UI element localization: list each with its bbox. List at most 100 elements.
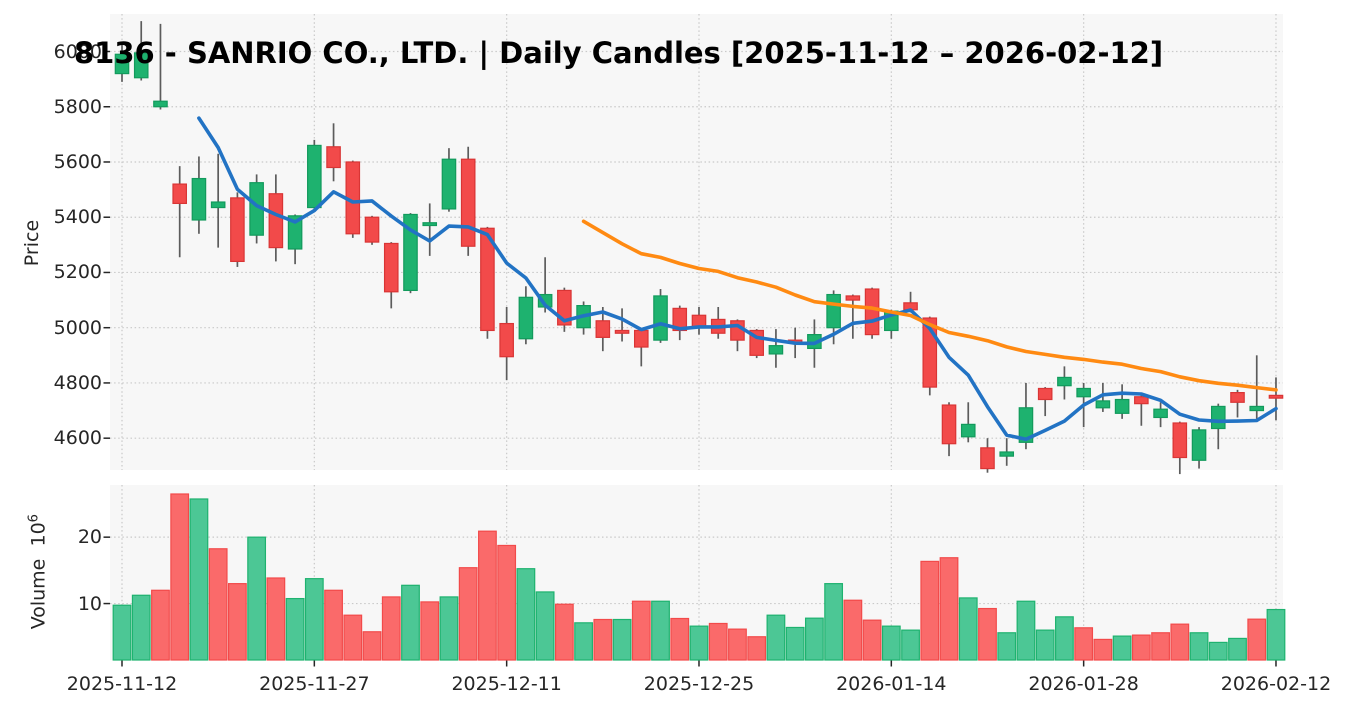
volume-bar xyxy=(535,591,555,661)
candle-body xyxy=(1018,407,1034,443)
candle-body xyxy=(230,197,245,263)
tick-marks xyxy=(103,50,1277,667)
candle-body xyxy=(633,329,649,348)
candle-body xyxy=(999,451,1015,457)
volume-bar xyxy=(766,614,786,661)
candle-body xyxy=(210,201,226,209)
candle-body xyxy=(441,158,457,210)
price-tick-label: 4800 xyxy=(53,371,102,394)
candle-body xyxy=(1057,376,1072,387)
volume-bar xyxy=(516,568,536,661)
candle-body xyxy=(941,404,957,445)
volume-bar xyxy=(343,614,363,661)
candle-body xyxy=(595,320,611,338)
volume-bar xyxy=(958,597,978,661)
volume-bar xyxy=(439,596,459,661)
candle-body xyxy=(614,329,630,334)
volume-bar xyxy=(631,600,651,661)
volume-bar xyxy=(1035,629,1055,661)
volume-axis-unit-exponent: 6 xyxy=(26,514,42,523)
volume-bar xyxy=(554,603,574,661)
volume-bar xyxy=(574,622,593,661)
volume-bar xyxy=(381,596,401,661)
date-tick-label: 2026-01-28 xyxy=(1028,673,1139,695)
volume-bars xyxy=(112,493,1286,661)
volume-bar xyxy=(670,617,690,661)
volume-bar xyxy=(824,583,844,661)
candle-body xyxy=(1210,405,1226,430)
volume-bar xyxy=(920,560,940,661)
volume-bar xyxy=(131,594,151,661)
candle-body xyxy=(518,296,534,340)
candle-body xyxy=(1268,394,1284,399)
volume-tick-label: 20 xyxy=(77,526,102,549)
candle-body xyxy=(307,144,322,209)
candle-body xyxy=(480,227,495,332)
volume-bar xyxy=(401,584,420,661)
volume-bar xyxy=(997,632,1017,661)
candle-body xyxy=(1153,408,1168,419)
date-tick-label: 2026-01-14 xyxy=(836,673,947,695)
volume-bar xyxy=(1112,635,1132,661)
candle-body xyxy=(268,193,284,249)
sma-slow-line xyxy=(581,219,1278,392)
candle-body xyxy=(460,158,476,247)
volume-bar xyxy=(266,577,286,661)
volume-bar xyxy=(843,599,863,661)
volume-bar xyxy=(362,631,382,661)
candle-body xyxy=(172,183,187,205)
price-tick-label: 5200 xyxy=(53,261,102,284)
volume-bar xyxy=(881,625,901,661)
volume-bar xyxy=(1055,616,1074,661)
price-tick-label: 4600 xyxy=(53,427,102,450)
candle-body xyxy=(422,222,438,227)
volume-bar xyxy=(1228,637,1247,661)
candle-body xyxy=(1134,396,1149,405)
volume-bar xyxy=(747,636,767,661)
volume-bar xyxy=(593,618,613,661)
price-tick-label: 5000 xyxy=(53,316,102,339)
candle-body xyxy=(845,295,861,301)
volume-bar xyxy=(112,604,132,661)
candle-body xyxy=(326,146,341,169)
volume-bar xyxy=(1016,600,1036,661)
volume-bar xyxy=(1151,632,1170,661)
candle-body xyxy=(114,53,130,75)
candle-body xyxy=(1172,422,1188,459)
volume-bar xyxy=(1247,618,1267,661)
date-tick-label: 2025-11-27 xyxy=(259,673,370,695)
volume-bar xyxy=(1170,623,1190,661)
volume-axis-label: Volume 106 xyxy=(26,507,49,637)
chart-title: 8136 - SANRIO CO., LTD. | Daily Candles … xyxy=(74,36,1164,70)
volume-bar xyxy=(304,578,324,661)
volume-bar xyxy=(785,626,805,661)
date-tick-label: 2025-12-25 xyxy=(643,673,755,695)
volume-bar xyxy=(227,583,247,661)
price-tick-label: 5800 xyxy=(53,95,102,118)
price-tick-label: 6000 xyxy=(53,40,102,63)
volume-bar xyxy=(324,589,343,661)
volume-axis-unit-base: 10 xyxy=(27,522,50,547)
volume-bar xyxy=(1131,634,1151,661)
date-tick-label: 2025-12-11 xyxy=(451,673,562,695)
volume-bar xyxy=(478,530,497,661)
volume-bar xyxy=(151,589,170,661)
volume-bar xyxy=(285,597,305,661)
volume-bar xyxy=(1208,641,1228,661)
volume-bar xyxy=(420,601,440,661)
candle-body xyxy=(499,322,514,358)
volume-bar xyxy=(862,619,882,661)
candle-body xyxy=(980,447,995,470)
candle-body xyxy=(826,293,841,329)
candle-body xyxy=(1076,387,1091,398)
price-tick-label: 5400 xyxy=(53,206,102,229)
candle-body xyxy=(1037,387,1053,401)
candle-body xyxy=(1191,429,1207,461)
price-tick-label: 5600 xyxy=(53,150,102,173)
candle-body xyxy=(287,215,303,250)
volume-bar xyxy=(804,617,824,661)
volume-bar xyxy=(1074,627,1094,661)
volume-bar xyxy=(901,629,920,661)
